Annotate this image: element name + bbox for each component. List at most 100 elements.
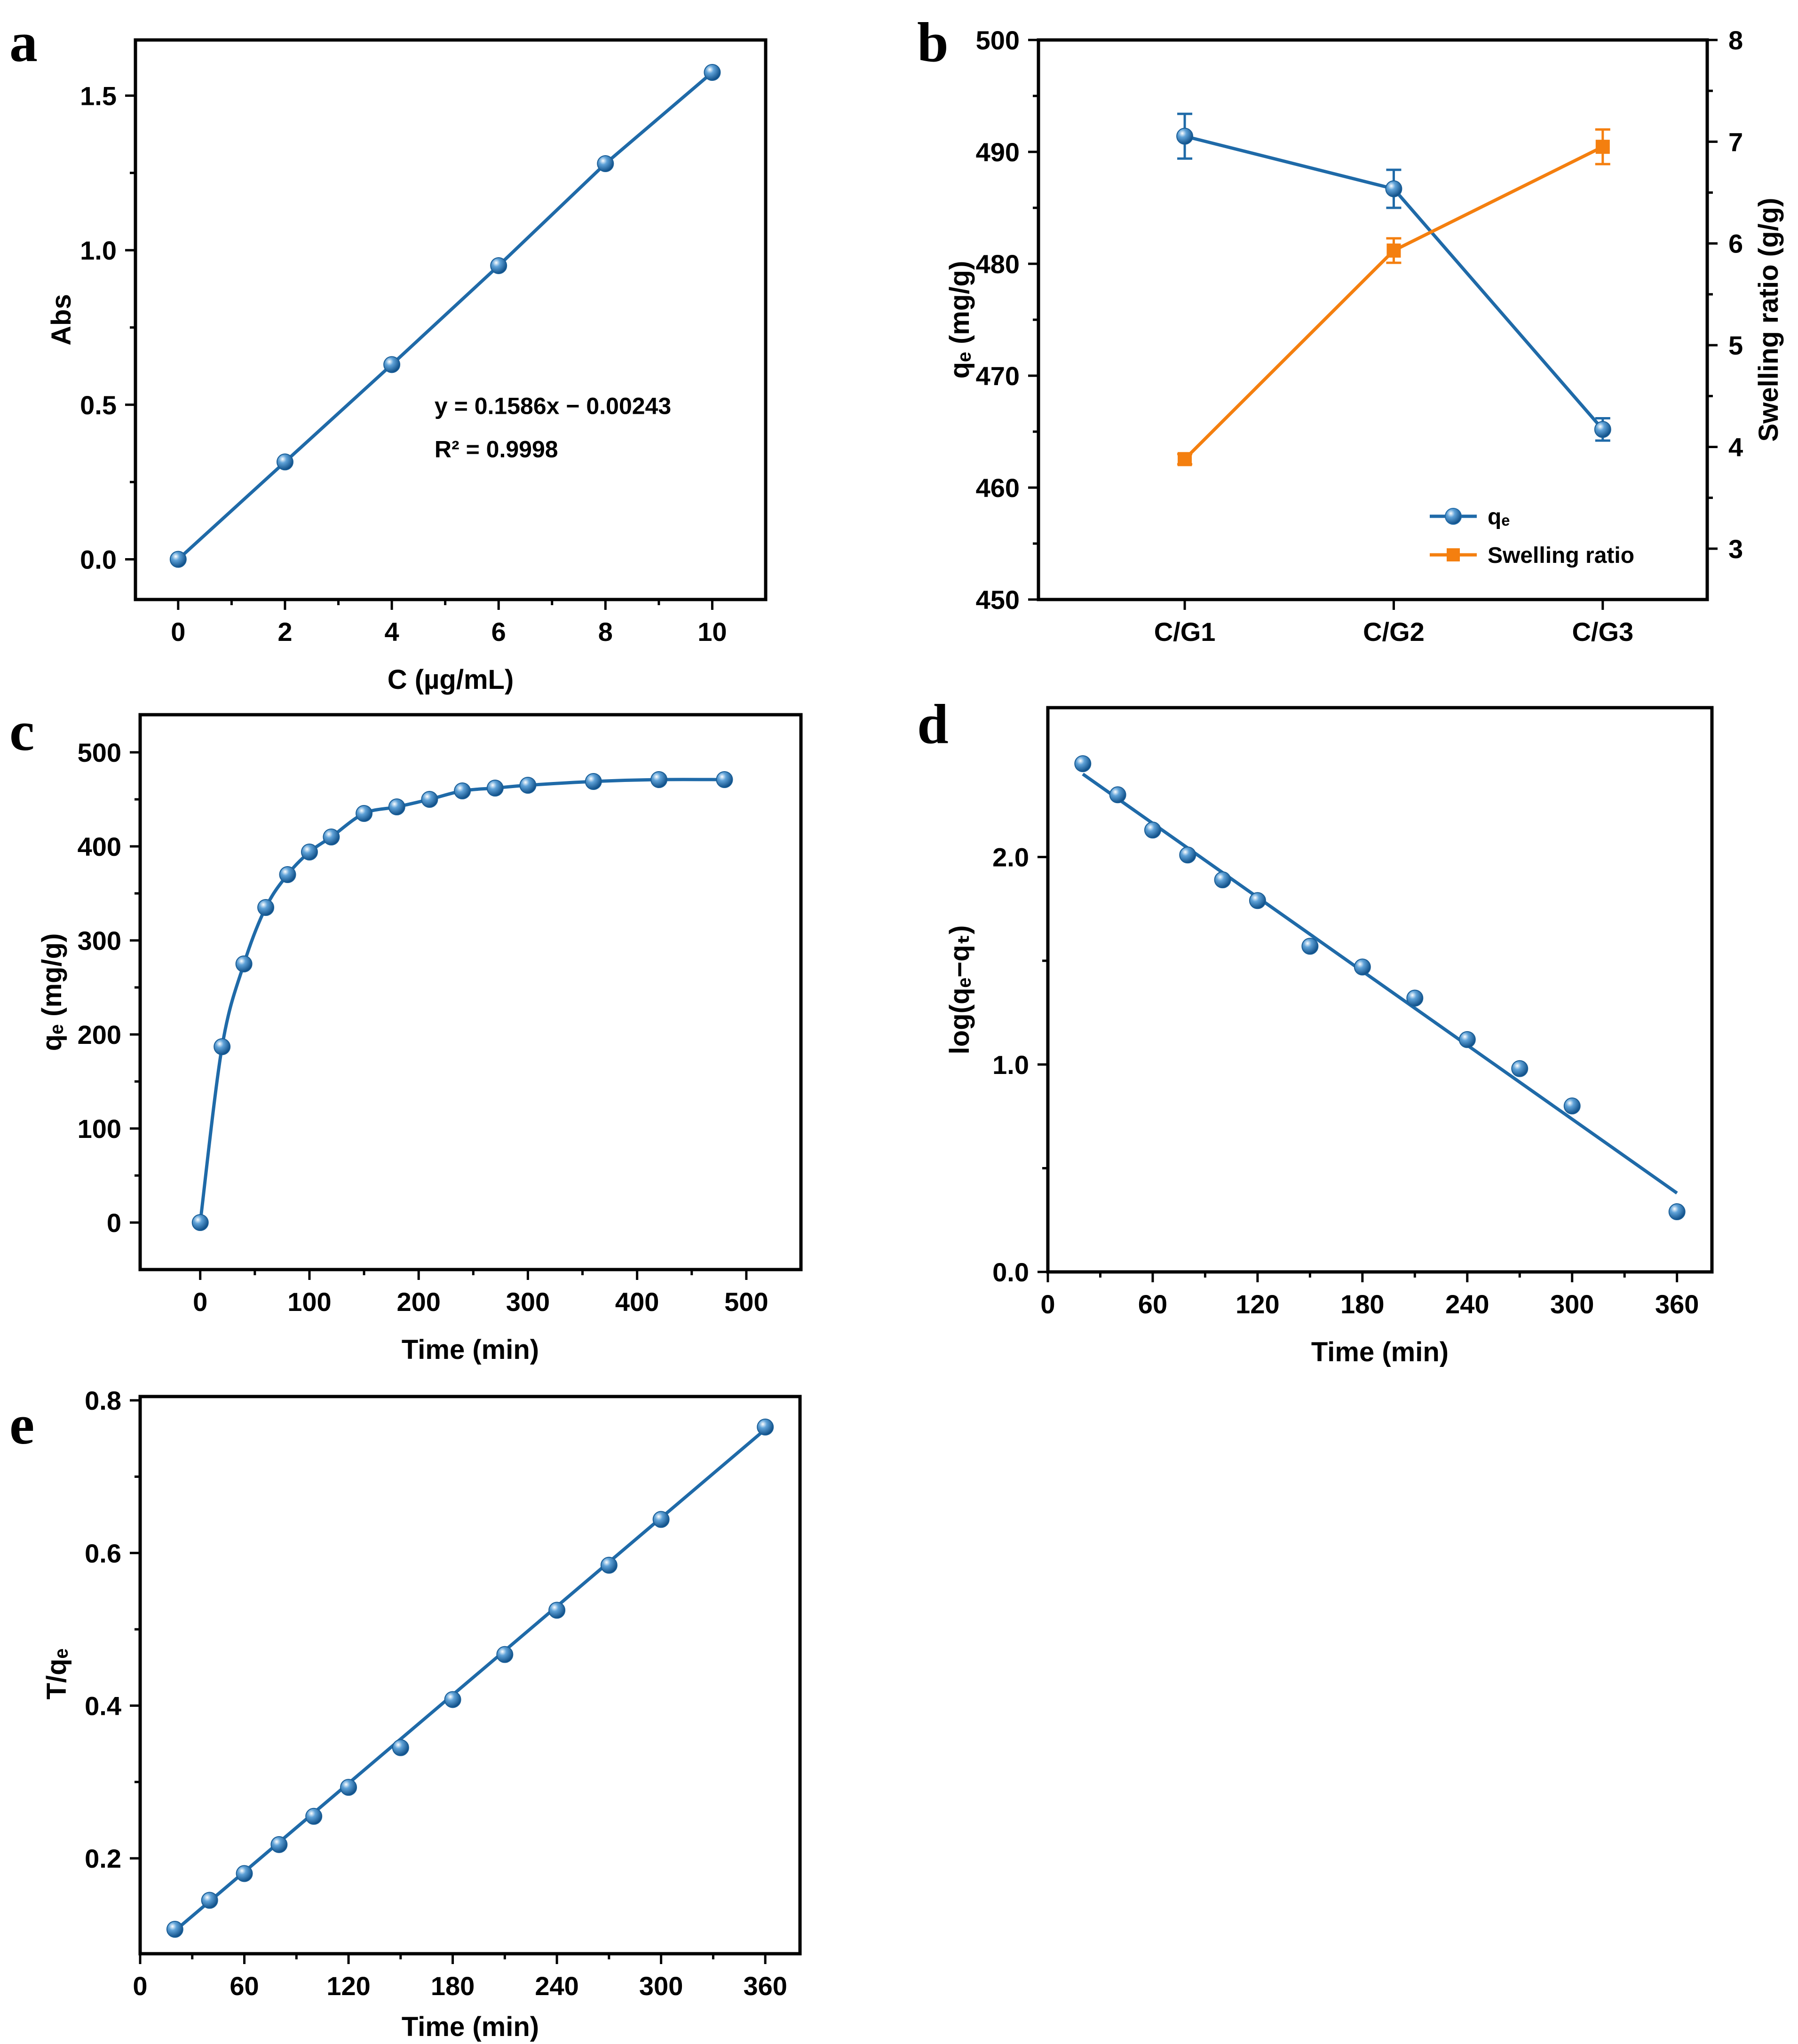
plot-frame [1046,706,1714,1274]
y-tick-label: 0.0 [80,545,117,575]
data-point [1668,1203,1686,1221]
y-axis: 0.0 0.5 1.0 1.5 [80,81,135,575]
x-tick-label: 240 [535,1971,578,2001]
data-point [1406,989,1424,1007]
y-tick-label: 500 [976,25,1020,55]
data-point [356,805,373,822]
y2-tick-label: 6 [1728,229,1743,259]
y-tick-label: 0.0 [992,1257,1029,1287]
data-point [496,1646,514,1663]
data-point [585,773,602,790]
data-point [1511,1060,1529,1077]
series-line [198,778,725,1223]
x-tick-label: 400 [615,1287,659,1317]
data-point [1179,846,1196,864]
data-point [757,1418,774,1436]
x-axis-title: Time (min) [1311,1337,1449,1367]
y-tick-label: 0 [107,1208,121,1238]
y-tick-label: 1.0 [80,236,117,265]
y-tick-label: 300 [78,926,121,955]
x-tick-label: 120 [1236,1289,1279,1319]
x-tick-label: 300 [639,1971,683,2001]
data-point [1385,180,1402,197]
data-point [1594,421,1611,438]
x-tick-label: 60 [1138,1289,1167,1319]
y-tick-label: 500 [78,738,121,767]
x-category-label: C/G3 [1572,617,1633,647]
y-tick-label: 490 [976,137,1020,167]
x-tick-label: 180 [431,1971,475,2001]
x-axis: 0 100 200 300 400 500 [193,1270,768,1317]
x-axis: 0 60 120 180 240 300 360 [1040,1272,1699,1319]
plot-frame [138,713,803,1271]
legend: qₑ Swelling ratio [1430,505,1634,568]
data-point [257,899,275,916]
y-tick-label: 0.2 [85,1844,121,1873]
legend-marker-swelling [1447,548,1460,561]
data-point [191,1214,209,1231]
y-axis-title-right: Swelling ratio (g/g) [1753,198,1784,442]
data-point [650,771,668,788]
data-point [270,1836,288,1853]
x-tick-label: 2 [277,617,292,647]
data-point [1249,892,1266,909]
data-point [1144,821,1161,839]
data-point-square [1595,140,1610,154]
plot-frame [138,1395,802,1956]
data-point [486,780,504,797]
legend-label-qe: qₑ [1488,505,1510,529]
data-point [704,64,721,81]
data-point-square [1386,243,1401,258]
y-tick-label: 2.0 [992,843,1029,872]
x-axis-title: Time (min) [402,2012,539,2042]
data-point [652,1511,670,1528]
x-tick-label: 0 [133,1971,147,2001]
y-axis-left: 450 460 470 480 490 500 [976,25,1038,615]
data-point [201,1892,218,1909]
data-point [279,866,296,883]
y-axis-title-left: qₑ (mg/g) [944,261,975,379]
x-tick-label: 120 [326,1971,370,2001]
data-point [383,356,401,373]
y-tick-label: 100 [78,1114,121,1144]
y2-tick-label: 8 [1728,25,1743,55]
y-tick-label: 470 [976,361,1020,391]
x-category-label: C/G1 [1154,617,1216,647]
y-tick-label: 0.8 [85,1386,121,1415]
data-point-square [1178,452,1192,466]
data-point [340,1779,357,1796]
y2-tick-label: 7 [1728,127,1743,157]
x-tick-label: 300 [506,1287,550,1317]
data-point [1563,1097,1581,1115]
data-point [600,1556,618,1574]
x-tick-label: 360 [743,1971,787,2001]
x-tick-label: 4 [385,617,399,647]
data-point [301,844,318,860]
data-point [716,771,733,788]
data-point [323,829,340,845]
y-tick-label: 460 [976,473,1020,503]
y-tick-label: 200 [78,1020,121,1050]
y-tick-label: 400 [78,832,121,861]
x-tick-label: 200 [396,1287,440,1317]
y-tick-label: 1.0 [992,1050,1029,1080]
y-tick-label: 1.5 [80,81,117,110]
panel-label-b: b [917,11,949,73]
x-tick-label: 180 [1340,1289,1384,1319]
data-point [490,257,507,274]
x-tick-label: 0 [1040,1289,1055,1319]
data-point [276,453,293,471]
y-tick-label: 450 [976,585,1020,615]
panel-label-a: a [9,11,38,73]
series-layer [166,1418,774,1938]
data-point [214,1038,231,1055]
chart-panel-b: C/G1 C/G2 C/G3 450 460 470 480 490 500 3 4 5 6 7 8 q… [944,25,1784,647]
r-squared: R² = 0.9998 [435,436,558,463]
x-tick-label: 360 [1655,1289,1699,1319]
data-point [597,155,614,172]
data-point [1074,755,1092,773]
y-axis: 0.0 1.0 2.0 [992,843,1048,1287]
chart-panel-c: 0 100 200 300 400 500 0 100 200 300 400 500 Time (… [37,713,803,1365]
series-line [177,71,713,561]
